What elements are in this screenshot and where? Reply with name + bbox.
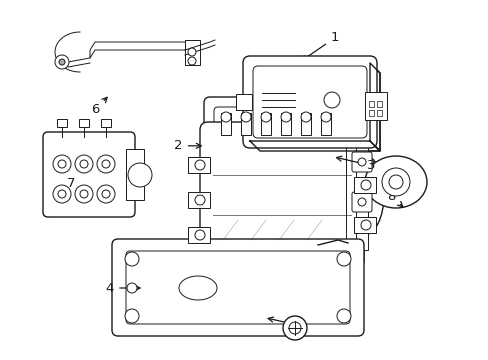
FancyBboxPatch shape bbox=[203, 97, 320, 181]
FancyBboxPatch shape bbox=[351, 152, 371, 172]
Circle shape bbox=[58, 160, 66, 168]
Bar bbox=[353, 217, 375, 233]
Polygon shape bbox=[369, 63, 379, 151]
Bar bbox=[187, 227, 209, 243]
Circle shape bbox=[381, 168, 409, 196]
Circle shape bbox=[195, 195, 204, 205]
Bar bbox=[126, 149, 143, 200]
Bar bbox=[241, 113, 250, 135]
Bar bbox=[364, 92, 386, 120]
Bar bbox=[368, 101, 373, 107]
Text: 7: 7 bbox=[66, 177, 83, 194]
Circle shape bbox=[75, 155, 93, 173]
Circle shape bbox=[127, 283, 137, 293]
Bar bbox=[301, 113, 310, 135]
Circle shape bbox=[187, 48, 196, 56]
Circle shape bbox=[357, 198, 365, 206]
Circle shape bbox=[195, 230, 204, 240]
Bar bbox=[368, 110, 373, 116]
Circle shape bbox=[128, 163, 152, 187]
FancyBboxPatch shape bbox=[43, 132, 135, 217]
Ellipse shape bbox=[343, 155, 383, 235]
Bar bbox=[376, 110, 381, 116]
Circle shape bbox=[388, 175, 402, 189]
Bar bbox=[261, 113, 270, 135]
Text: 1: 1 bbox=[301, 31, 339, 60]
Circle shape bbox=[360, 180, 370, 190]
Bar bbox=[376, 101, 381, 107]
FancyBboxPatch shape bbox=[243, 56, 376, 148]
Bar bbox=[57, 119, 67, 127]
Circle shape bbox=[102, 160, 110, 168]
Polygon shape bbox=[90, 42, 195, 58]
FancyBboxPatch shape bbox=[351, 192, 371, 212]
Circle shape bbox=[97, 155, 115, 173]
Text: 4: 4 bbox=[105, 282, 140, 294]
Circle shape bbox=[241, 112, 250, 122]
Circle shape bbox=[59, 59, 65, 65]
Circle shape bbox=[301, 112, 310, 122]
FancyBboxPatch shape bbox=[126, 251, 349, 324]
Bar bbox=[236, 94, 251, 110]
Circle shape bbox=[357, 158, 365, 166]
Circle shape bbox=[97, 185, 115, 203]
Circle shape bbox=[281, 112, 290, 122]
Bar bbox=[101, 119, 111, 127]
Text: 2: 2 bbox=[174, 139, 201, 152]
Circle shape bbox=[336, 252, 350, 266]
Circle shape bbox=[75, 185, 93, 203]
Bar bbox=[221, 113, 230, 135]
Text: 8: 8 bbox=[386, 190, 402, 207]
Text: 3: 3 bbox=[336, 156, 375, 172]
Bar bbox=[320, 113, 330, 135]
Bar bbox=[79, 119, 89, 127]
Circle shape bbox=[320, 112, 330, 122]
Circle shape bbox=[125, 309, 139, 323]
Bar bbox=[187, 157, 209, 173]
Circle shape bbox=[195, 160, 204, 170]
Circle shape bbox=[360, 220, 370, 230]
FancyBboxPatch shape bbox=[112, 239, 363, 336]
Circle shape bbox=[288, 322, 301, 334]
Circle shape bbox=[102, 190, 110, 198]
Text: 5: 5 bbox=[267, 317, 297, 330]
Circle shape bbox=[187, 57, 196, 65]
Circle shape bbox=[324, 92, 339, 108]
FancyBboxPatch shape bbox=[214, 107, 310, 171]
Bar bbox=[281, 113, 290, 135]
Circle shape bbox=[53, 155, 71, 173]
Ellipse shape bbox=[364, 156, 426, 208]
FancyBboxPatch shape bbox=[252, 66, 366, 138]
Circle shape bbox=[221, 112, 230, 122]
Circle shape bbox=[125, 252, 139, 266]
Circle shape bbox=[80, 160, 88, 168]
Circle shape bbox=[261, 112, 270, 122]
Circle shape bbox=[58, 190, 66, 198]
Text: 6: 6 bbox=[91, 97, 107, 116]
FancyBboxPatch shape bbox=[200, 122, 363, 268]
Ellipse shape bbox=[179, 276, 217, 300]
Polygon shape bbox=[249, 141, 379, 151]
Bar bbox=[353, 177, 375, 193]
Circle shape bbox=[80, 190, 88, 198]
Circle shape bbox=[55, 55, 69, 69]
Polygon shape bbox=[184, 40, 200, 65]
Circle shape bbox=[336, 309, 350, 323]
Bar bbox=[187, 192, 209, 208]
Circle shape bbox=[283, 316, 306, 340]
Circle shape bbox=[53, 185, 71, 203]
Bar bbox=[346, 140, 367, 250]
